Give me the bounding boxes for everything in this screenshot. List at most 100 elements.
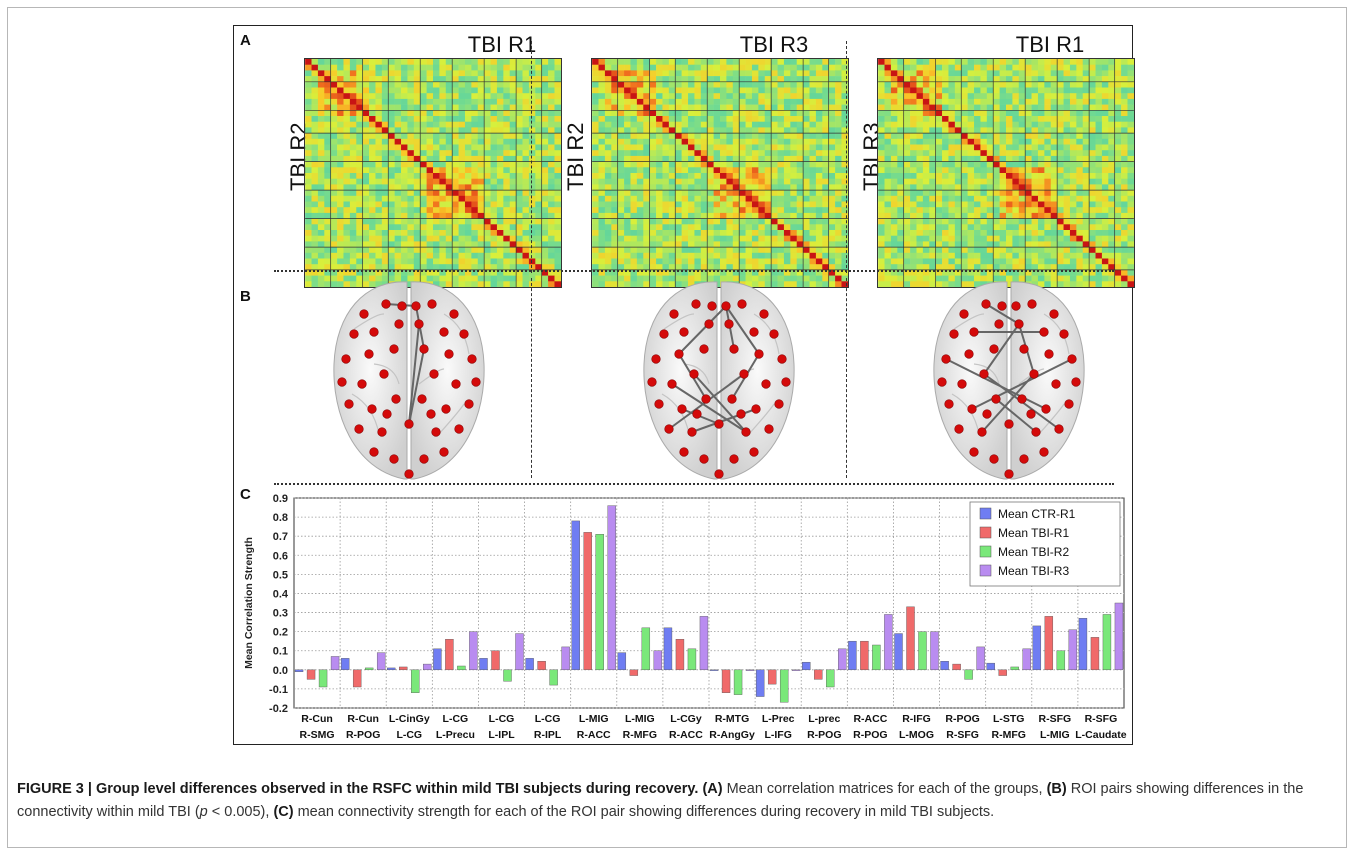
caption-part-a-text: Mean correlation matrices for each of th… <box>722 781 1047 797</box>
x-tick-label: L-Caudate <box>1075 729 1126 741</box>
caption-part-b-label: (B) <box>1046 781 1067 797</box>
x-tick-label: L-prec <box>808 713 840 725</box>
bar <box>641 627 651 671</box>
x-tick-label: R-POG <box>853 729 887 741</box>
bar <box>653 650 663 671</box>
bar <box>872 644 881 671</box>
legend-swatch <box>979 507 992 520</box>
x-tick-label: L-MOG <box>899 729 934 741</box>
bar <box>469 631 478 671</box>
x-tick-label: L-Prec <box>762 713 795 725</box>
x-tick-label: R-ACC <box>669 729 703 741</box>
bar <box>595 534 604 671</box>
y-tick-label: 0.3 <box>273 608 288 620</box>
bar <box>918 631 927 671</box>
y-tick-label: 0.6 <box>273 550 288 562</box>
bar <box>733 669 743 695</box>
bar <box>549 669 558 686</box>
bar <box>364 667 374 671</box>
legend-swatch <box>979 545 992 558</box>
divider <box>531 278 532 478</box>
bar <box>976 646 985 671</box>
bar <box>940 661 949 671</box>
bar <box>423 663 432 671</box>
x-tick-label: L-CG <box>443 713 469 725</box>
divider <box>846 41 847 273</box>
caption-part-b-text: ROI pairs showing differences in the con… <box>17 781 1304 820</box>
y-tick-label: 0.7 <box>273 531 288 543</box>
bar <box>1068 629 1078 671</box>
bar <box>294 669 304 672</box>
bar <box>306 669 316 680</box>
x-tick-label: L-STG <box>993 713 1024 725</box>
bar <box>721 669 731 693</box>
x-tick-label: R-ACC <box>853 713 887 725</box>
y-tick-label: 0.2 <box>273 627 288 639</box>
bar <box>352 669 362 688</box>
bar <box>537 661 546 671</box>
divider <box>846 278 847 478</box>
bar <box>894 633 903 671</box>
x-tick-label: R-SMG <box>300 729 335 741</box>
bar <box>1056 650 1066 671</box>
y-tick-label: 0.0 <box>273 665 288 677</box>
x-tick-label: L-CG <box>489 713 515 725</box>
x-tick-label: R-POG <box>807 729 841 741</box>
caption-part-a-label: (A) <box>702 781 723 797</box>
x-tick-label: L-IPL <box>488 729 515 741</box>
bar <box>838 648 847 671</box>
bar <box>629 669 639 676</box>
bar <box>491 650 500 671</box>
bar-chart: -0.2 -0.1 0.0 0.1 0.2 0.3 0.4 0.5 0.6 0.7 0.8 0.9 Me… <box>243 493 1127 741</box>
bar <box>1044 616 1054 671</box>
bar <box>814 669 823 680</box>
legend-label: Mean TBI-R2 <box>998 545 1069 559</box>
bar <box>709 669 719 671</box>
x-tick-label: L-IFG <box>764 729 791 741</box>
bar <box>1114 602 1124 671</box>
bar <box>884 614 893 671</box>
bar <box>1078 618 1088 671</box>
bar <box>445 639 454 671</box>
x-tick-label: R-MFG <box>623 729 657 741</box>
bar <box>699 616 709 671</box>
y-tick-label: 0.5 <box>273 569 288 581</box>
bar <box>930 631 939 671</box>
brain-connectivity-render <box>333 281 485 480</box>
caption-p-symbol: p <box>199 804 208 820</box>
y-tick-label: 0.9 <box>273 493 288 505</box>
bar <box>399 666 408 671</box>
bar <box>387 667 396 671</box>
x-tick-label: R-Cun <box>301 713 333 725</box>
x-tick-label: R-POG <box>945 713 979 725</box>
divider <box>531 41 532 273</box>
x-tick-label: R-IFG <box>902 713 931 725</box>
correlation-matrix-heatmap <box>877 58 1135 288</box>
x-tick-label: R-IPL <box>534 729 562 741</box>
bar <box>767 669 777 685</box>
panel-b-label: B <box>240 288 251 305</box>
bar <box>755 669 765 697</box>
y-tick-label: 0.1 <box>273 646 288 658</box>
legend-label: Mean CTR-R1 <box>998 507 1076 521</box>
caption-p-text: < 0.005), <box>207 804 274 820</box>
caption-title: FIGURE 3 | Group level differences obser… <box>17 781 699 797</box>
caption-part-c-text: mean connectivity strength for each of t… <box>293 804 995 820</box>
x-tick-label: R-AngGy <box>709 729 755 741</box>
legend-swatch <box>979 526 992 539</box>
bar <box>791 669 801 671</box>
bar <box>583 532 592 671</box>
legend <box>969 501 1121 587</box>
x-tick-label: R-SFG <box>1038 713 1071 725</box>
bar <box>986 662 995 671</box>
legend-label: Mean TBI-R1 <box>998 526 1069 540</box>
y-tick-label: 0.4 <box>273 588 289 600</box>
x-tick-label: L-MIG <box>579 713 609 725</box>
bar <box>1090 637 1100 671</box>
bar <box>906 606 915 671</box>
bar <box>1102 614 1112 671</box>
x-tick-label: L-MIG <box>625 713 655 725</box>
matrix-1-title: TBI R1 <box>467 32 537 57</box>
x-tick-label: L-Precu <box>436 729 475 741</box>
caption-part-c-label: (C) <box>273 804 294 820</box>
